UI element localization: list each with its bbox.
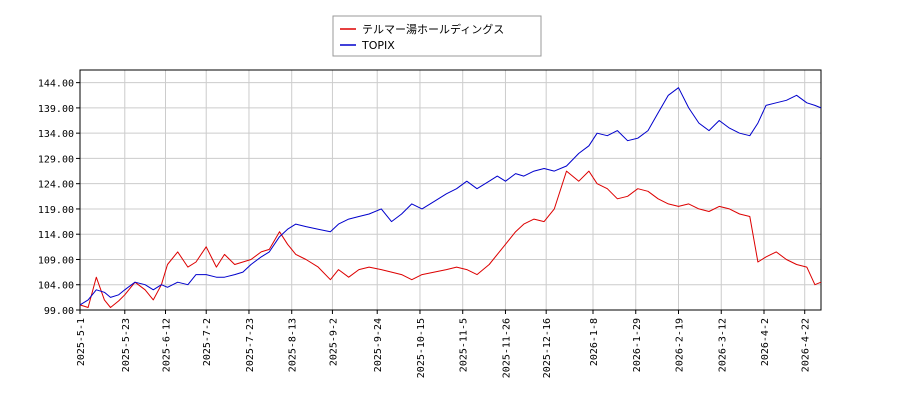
grid-lines — [79, 70, 821, 311]
series-layer — [79, 87, 822, 308]
series-line-1 — [79, 170, 822, 308]
y-tick-label: 104.00 — [38, 281, 74, 292]
legend: テルマー湯ホールディングス TOPIX — [332, 15, 542, 57]
y-tick-label: 144.00 — [38, 79, 74, 90]
x-tick-label: 2025-10-15 — [416, 318, 427, 378]
x-tick-label: 2025-5-23 — [121, 318, 132, 372]
x-tick-label: 2026-1-8 — [589, 318, 600, 366]
y-tick-label: 124.00 — [38, 180, 74, 191]
x-tick-label: 2026-3-12 — [717, 318, 728, 372]
legend-label-series-2: TOPIX — [361, 39, 395, 52]
x-tick-label: 2025-11-5 — [459, 318, 470, 372]
x-tick-label: 2025-5-1 — [76, 318, 87, 366]
x-tick-label: 2025-8-13 — [288, 318, 299, 372]
legend-box — [332, 15, 542, 57]
x-tick-label: 2026-4-2 — [760, 318, 771, 366]
x-tick-label: 2025-7-2 — [202, 318, 213, 366]
y-axis: 99.00 104.00 109.00 114.00 119.00 124.00 129.0… — [38, 79, 80, 317]
y-tick-label: 134.00 — [38, 129, 74, 140]
y-tick-label: 114.00 — [38, 230, 74, 241]
legend-label-series-1: テルマー湯ホールディングス — [362, 22, 504, 36]
x-tick-label: 2025-6-12 — [162, 318, 173, 372]
y-tick-label: 119.00 — [38, 205, 74, 216]
x-axis: 2025-5-1 2025-5-23 2025-6-12 2025-7-2 2025-7… — [76, 310, 812, 378]
y-tick-label: 139.00 — [38, 104, 74, 115]
x-tick-label: 2025-12-16 — [542, 318, 553, 378]
x-tick-label: 2025-11-26 — [501, 318, 512, 378]
x-tick-label: 2026-2-19 — [675, 318, 686, 372]
series-line-2 — [79, 87, 822, 306]
x-tick-label: 2025-9-2 — [328, 318, 339, 366]
y-tick-label: 99.00 — [44, 306, 74, 317]
x-tick-label: 2025-7-23 — [245, 318, 256, 372]
x-tick-label: 2026-4-22 — [801, 318, 812, 372]
x-tick-label: 2025-9-24 — [373, 318, 384, 372]
y-tick-label: 109.00 — [38, 255, 74, 266]
plot-frame — [79, 69, 822, 311]
x-tick-label: 2026-1-29 — [632, 318, 643, 372]
y-tick-label: 129.00 — [38, 154, 74, 165]
